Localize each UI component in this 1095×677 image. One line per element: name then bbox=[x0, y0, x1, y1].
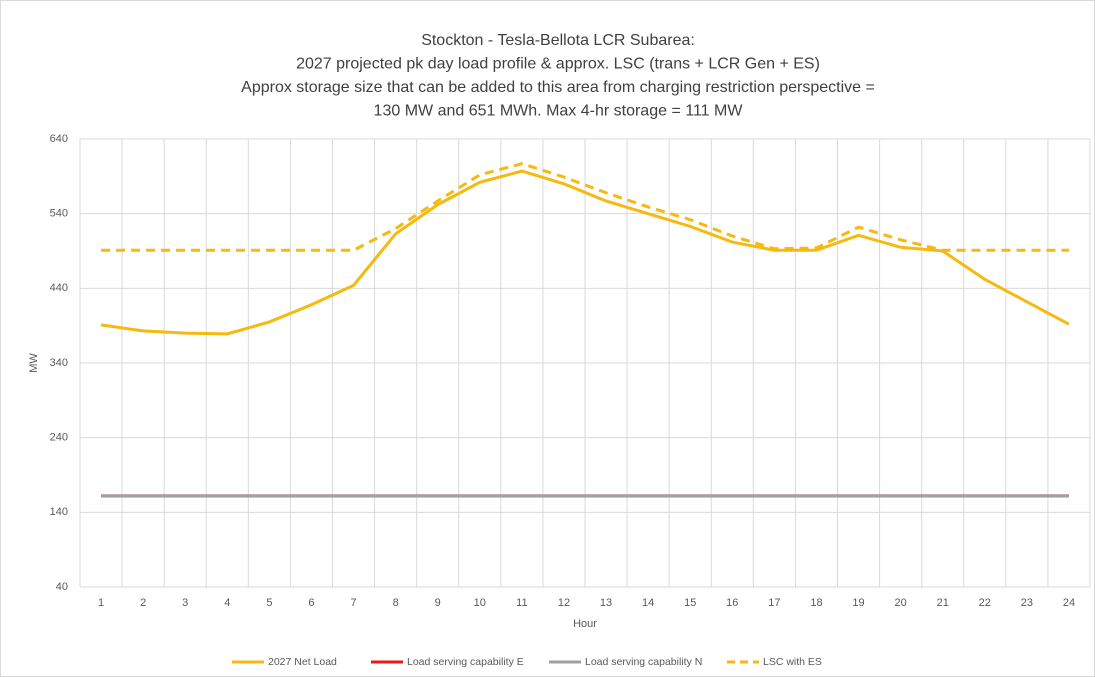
legend-label: Load serving capability N bbox=[585, 656, 702, 668]
series-line bbox=[100, 169, 1070, 336]
y-tick-label: 340 bbox=[50, 357, 68, 369]
y-tick-label: 140 bbox=[50, 506, 68, 518]
x-tick-label: 1 bbox=[98, 597, 104, 609]
x-tick-label: 23 bbox=[1021, 597, 1033, 609]
x-tick-label: 5 bbox=[266, 597, 272, 609]
x-axis-label: Hour bbox=[573, 618, 597, 630]
x-tick-label: 9 bbox=[435, 597, 441, 609]
x-tick-label: 7 bbox=[350, 597, 356, 609]
y-tick-label: 240 bbox=[50, 432, 68, 444]
x-tick-label: 10 bbox=[474, 597, 486, 609]
chart-title: 130 MW and 651 MWh. Max 4-hr storage = 1… bbox=[374, 103, 744, 120]
chart-title: 2027 projected pk day load profile & app… bbox=[296, 56, 820, 73]
x-tick-label: 12 bbox=[558, 597, 570, 609]
x-tick-label: 20 bbox=[895, 597, 907, 609]
x-tick-label: 19 bbox=[852, 597, 864, 609]
x-tick-label: 17 bbox=[768, 597, 780, 609]
y-axis-label: MW bbox=[28, 353, 40, 373]
chart-title: Stockton - Tesla-Bellota LCR Subarea: bbox=[421, 32, 695, 49]
legend-label: LSC with ES bbox=[763, 656, 822, 668]
x-tick-label: 13 bbox=[600, 597, 612, 609]
x-tick-label: 24 bbox=[1063, 597, 1075, 609]
x-tick-label: 15 bbox=[684, 597, 696, 609]
y-tick-label: 640 bbox=[50, 133, 68, 145]
chart-title: Approx storage size that can be added to… bbox=[241, 79, 875, 96]
x-tick-label: 6 bbox=[308, 597, 314, 609]
x-tick-label: 18 bbox=[810, 597, 822, 609]
y-tick-label: 40 bbox=[56, 581, 68, 593]
legend-label: 2027 Net Load bbox=[268, 656, 337, 668]
x-tick-label: 22 bbox=[979, 597, 991, 609]
x-tick-label: 16 bbox=[726, 597, 738, 609]
x-tick-label: 2 bbox=[140, 597, 146, 609]
legend-label: Load serving capability E bbox=[407, 656, 524, 668]
x-tick-label: 11 bbox=[516, 597, 527, 609]
x-tick-label: 21 bbox=[937, 597, 949, 609]
x-tick-label: 3 bbox=[182, 597, 188, 609]
x-tick-label: 4 bbox=[224, 597, 230, 609]
y-tick-label: 440 bbox=[50, 282, 68, 294]
y-tick-label: 540 bbox=[50, 208, 68, 220]
x-tick-label: 8 bbox=[393, 597, 399, 609]
x-tick-label: 14 bbox=[642, 597, 654, 609]
